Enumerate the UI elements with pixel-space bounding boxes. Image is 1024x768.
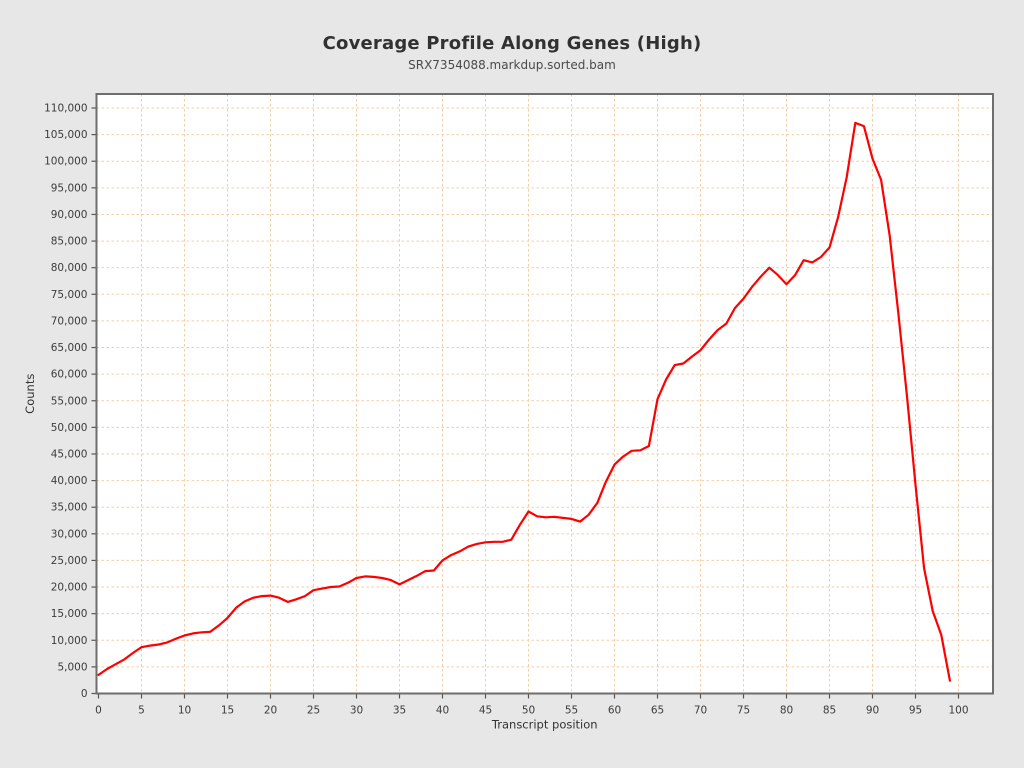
y-tick-label: 70,000 <box>51 315 88 327</box>
x-tick-label: 20 <box>264 705 277 717</box>
y-tick-label: 45,000 <box>51 448 88 460</box>
x-tick-label: 0 <box>95 705 102 717</box>
y-tick-label: 65,000 <box>51 342 88 354</box>
chart-subtitle: SRX7354088.markdup.sorted.bam <box>408 58 616 72</box>
y-tick-label: 35,000 <box>51 502 88 514</box>
y-tick-label: 80,000 <box>51 262 88 274</box>
x-tick-label: 25 <box>307 705 320 717</box>
x-tick-label: 60 <box>608 705 621 717</box>
x-tick-label: 10 <box>178 705 191 717</box>
x-tick-label: 95 <box>909 705 922 717</box>
y-tick-label: 75,000 <box>51 289 88 301</box>
x-axis-title: Transcript position <box>491 718 598 732</box>
x-tick-label: 65 <box>651 705 664 717</box>
x-tick-label: 85 <box>823 705 836 717</box>
x-tick-label: 45 <box>479 705 492 717</box>
x-tick-label: 40 <box>436 705 449 717</box>
y-tick-label: 20,000 <box>51 582 88 594</box>
y-tick-label: 60,000 <box>51 369 88 381</box>
y-tick-label: 0 <box>81 688 88 700</box>
plot-area <box>96 94 993 694</box>
y-tick-label: 30,000 <box>51 528 88 540</box>
y-tick-label: 100,000 <box>44 156 87 168</box>
y-tick-label: 105,000 <box>44 129 87 141</box>
coverage-series-line <box>97 121 952 682</box>
y-tick-label: 10,000 <box>51 635 88 647</box>
x-tick-label: 75 <box>737 705 750 717</box>
chart-title: Coverage Profile Along Genes (High) <box>322 33 702 54</box>
y-tick-label: 15,000 <box>51 608 88 620</box>
y-tick-label: 25,000 <box>51 555 88 567</box>
x-tick-label: 35 <box>393 705 406 717</box>
x-tick-label: 80 <box>780 705 793 717</box>
x-tick-label: 5 <box>138 705 145 717</box>
plot-border <box>95 93 994 695</box>
y-axis-title: Counts <box>23 374 37 414</box>
y-tick-label: 110,000 <box>44 103 87 115</box>
y-tick-label: 55,000 <box>51 395 88 407</box>
y-tick-label: 5,000 <box>57 661 87 673</box>
x-tick-label: 30 <box>350 705 363 717</box>
x-tick-label: 15 <box>221 705 234 717</box>
x-tick-label: 55 <box>565 705 578 717</box>
x-tick-label: 70 <box>694 705 707 717</box>
y-tick-label: 40,000 <box>51 475 88 487</box>
x-tick-label: 50 <box>522 705 535 717</box>
y-tick-label: 95,000 <box>51 182 88 194</box>
y-tick-label: 85,000 <box>51 236 88 248</box>
x-tick-label: 90 <box>866 705 879 717</box>
y-tick-label: 50,000 <box>51 422 88 434</box>
y-tick-label: 90,000 <box>51 209 88 221</box>
x-tick-label: 100 <box>948 705 968 717</box>
